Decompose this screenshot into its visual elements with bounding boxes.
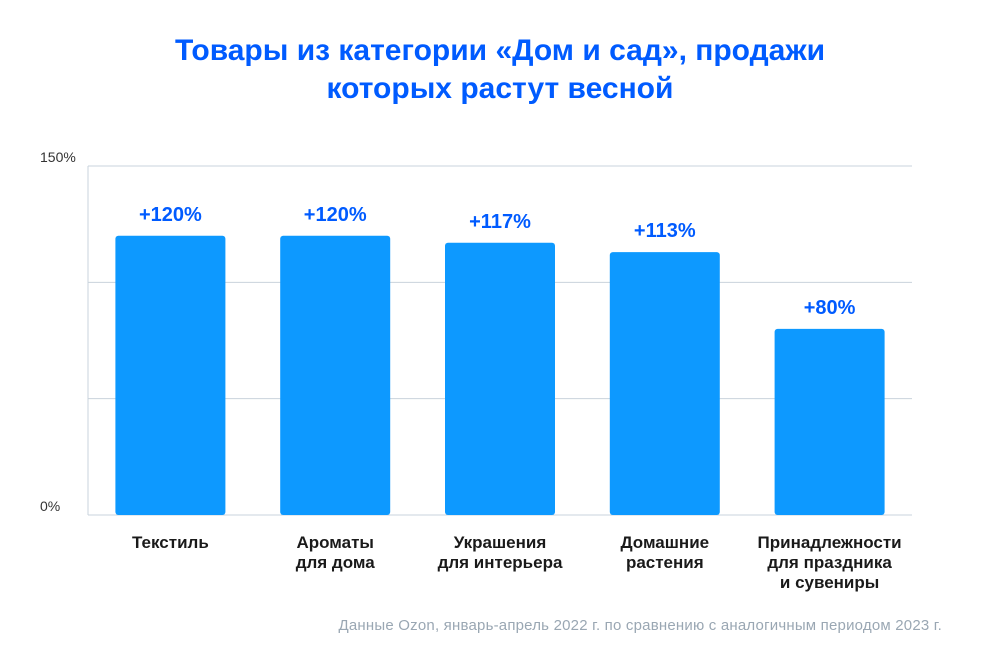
bar-4 [774, 328, 885, 515]
bar-1 [280, 235, 391, 516]
category-label: Домашние [620, 533, 709, 552]
category-label: Принадлежности [758, 533, 902, 552]
data-label: +120% [304, 204, 367, 226]
category-label: для интерьера [438, 553, 563, 572]
bar-2 [445, 242, 555, 515]
data-label: +120% [139, 204, 202, 226]
category-label: для праздника [767, 553, 892, 572]
data-label: +80% [804, 297, 856, 319]
data-label: +113% [634, 220, 696, 242]
chart-title-line-1: Товары из категории «Дом и сад», продажи [174, 34, 826, 67]
category-label: растения [626, 553, 704, 572]
category-label: Украшения [454, 533, 547, 552]
category-label: для дома [296, 553, 376, 572]
category-label: Ароматы [296, 533, 373, 552]
category-label: и сувениры [780, 573, 879, 592]
category-label: Текстиль [132, 533, 209, 552]
data-label: +117% [469, 211, 531, 233]
bar-0 [115, 235, 226, 516]
chart-title: Товары из категории «Дом и сад», продажи… [0, 32, 1000, 108]
y-tick-label: 150% [40, 149, 76, 165]
bar-3 [609, 252, 720, 515]
chart-title-line-2: которых растут весной [326, 72, 674, 105]
y-tick-label: 0% [40, 498, 60, 514]
source-footnote: Данные Ozon, январь-апрель 2022 г. по ср… [338, 617, 942, 634]
